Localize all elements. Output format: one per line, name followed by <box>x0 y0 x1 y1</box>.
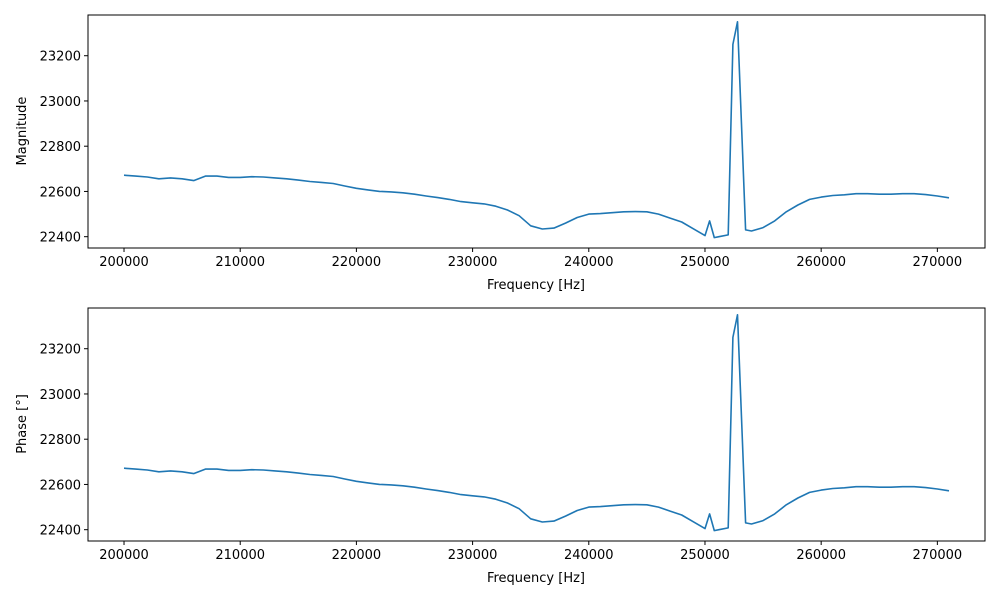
phase-y-tick-label: 23200 <box>40 343 81 358</box>
phase-y-tick-label: 23000 <box>40 388 81 403</box>
phase-x-tick-label: 250000 <box>680 548 730 563</box>
magnitude-x-tick-label: 210000 <box>215 255 265 270</box>
magnitude-y-tick-label: 22400 <box>40 231 81 246</box>
phase-x-tick-label: 210000 <box>215 548 265 563</box>
magnitude-x-tick-label: 270000 <box>913 255 963 270</box>
phase-x-tick-label: 260000 <box>796 548 846 563</box>
phase-y-tick-label: 22600 <box>40 478 81 493</box>
phase-y-axis-label: Phase [°] <box>15 394 30 454</box>
magnitude-panel: Frequency [Hz] Magnitude 200000 210000 220… <box>15 14 986 293</box>
magnitude-y-axis-label: Magnitude <box>15 97 30 166</box>
magnitude-series-line <box>123 20 950 239</box>
magnitude-x-tick-label: 230000 <box>448 255 498 270</box>
magnitude-x-tick-label: 250000 <box>680 255 730 270</box>
magnitude-x-tick-label: 220000 <box>332 255 382 270</box>
phase-x-axis-label: Frequency [Hz] <box>487 571 585 586</box>
phase-panel: Frequency [Hz] Phase [°] 200000 210000 220… <box>15 307 986 586</box>
magnitude-y-tick-label: 23200 <box>40 50 81 65</box>
phase-x-tick-label: 220000 <box>332 548 382 563</box>
magnitude-x-axis-label: Frequency [Hz] <box>487 278 585 293</box>
phase-series-line <box>123 313 950 532</box>
magnitude-y-tick-label: 23000 <box>40 95 81 110</box>
phase-x-tick-label: 270000 <box>913 548 963 563</box>
phase-x-tick-label: 240000 <box>564 548 614 563</box>
phase-y-tick-label: 22800 <box>40 433 81 448</box>
phase-y-tick-label: 22400 <box>40 524 81 539</box>
magnitude-plot-frame <box>87 14 986 249</box>
magnitude-y-tick-label: 22600 <box>40 185 81 200</box>
phase-x-tick-label: 200000 <box>99 548 149 563</box>
phase-x-tick-label: 230000 <box>448 548 498 563</box>
phase-plot-frame <box>87 307 986 542</box>
magnitude-x-tick-label: 200000 <box>99 255 149 270</box>
magnitude-y-tick-label: 22800 <box>40 140 81 155</box>
magnitude-x-tick-label: 240000 <box>564 255 614 270</box>
magnitude-x-tick-label: 260000 <box>796 255 846 270</box>
